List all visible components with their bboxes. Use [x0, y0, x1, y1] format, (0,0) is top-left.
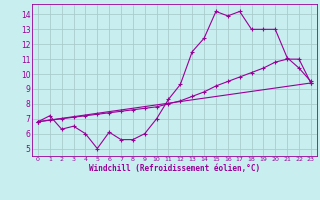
X-axis label: Windchill (Refroidissement éolien,°C): Windchill (Refroidissement éolien,°C)	[89, 164, 260, 173]
